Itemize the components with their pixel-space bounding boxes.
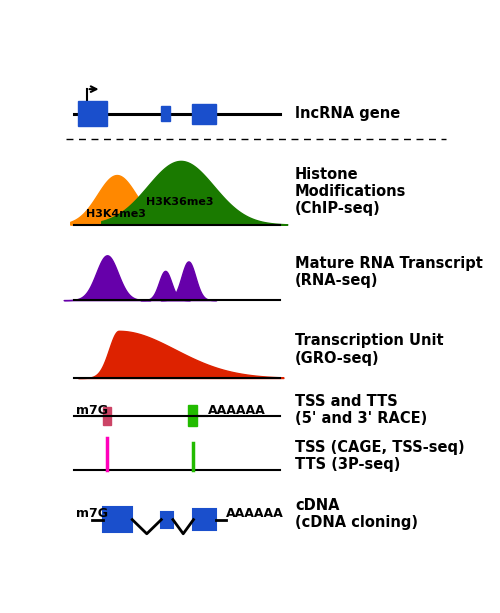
Bar [103, 407, 111, 425]
Text: AAAAAA: AAAAAA [226, 508, 284, 520]
Text: Mature RNA Transcript
(RNA-seq): Mature RNA Transcript (RNA-seq) [295, 256, 483, 288]
Text: Histone
Modifications
(ChIP-seq): Histone Modifications (ChIP-seq) [295, 167, 406, 216]
Text: Transcription Unit
(GRO-seq): Transcription Unit (GRO-seq) [295, 333, 444, 366]
Text: lncRNA gene: lncRNA gene [295, 106, 400, 121]
Text: cDNA
(cDNA cloning): cDNA (cDNA cloning) [295, 498, 418, 530]
Text: TSS and TTS
(5' and 3' RACE): TSS and TTS (5' and 3' RACE) [295, 394, 427, 426]
Bar [194, 509, 216, 530]
Bar [192, 104, 216, 124]
Bar [78, 101, 107, 126]
Text: TSS (CAGE, TSS-seq)
TTS (3P-seq): TSS (CAGE, TSS-seq) TTS (3P-seq) [295, 440, 464, 472]
Text: AAAAAA: AAAAAA [208, 403, 266, 417]
Text: H3K36me3: H3K36me3 [146, 197, 214, 207]
Text: m7G: m7G [76, 508, 108, 520]
Bar [103, 508, 132, 532]
Text: H3K4me3: H3K4me3 [86, 209, 146, 219]
Bar [162, 512, 173, 528]
Bar [188, 405, 197, 426]
Bar [162, 106, 170, 121]
Text: m7G: m7G [76, 403, 108, 417]
